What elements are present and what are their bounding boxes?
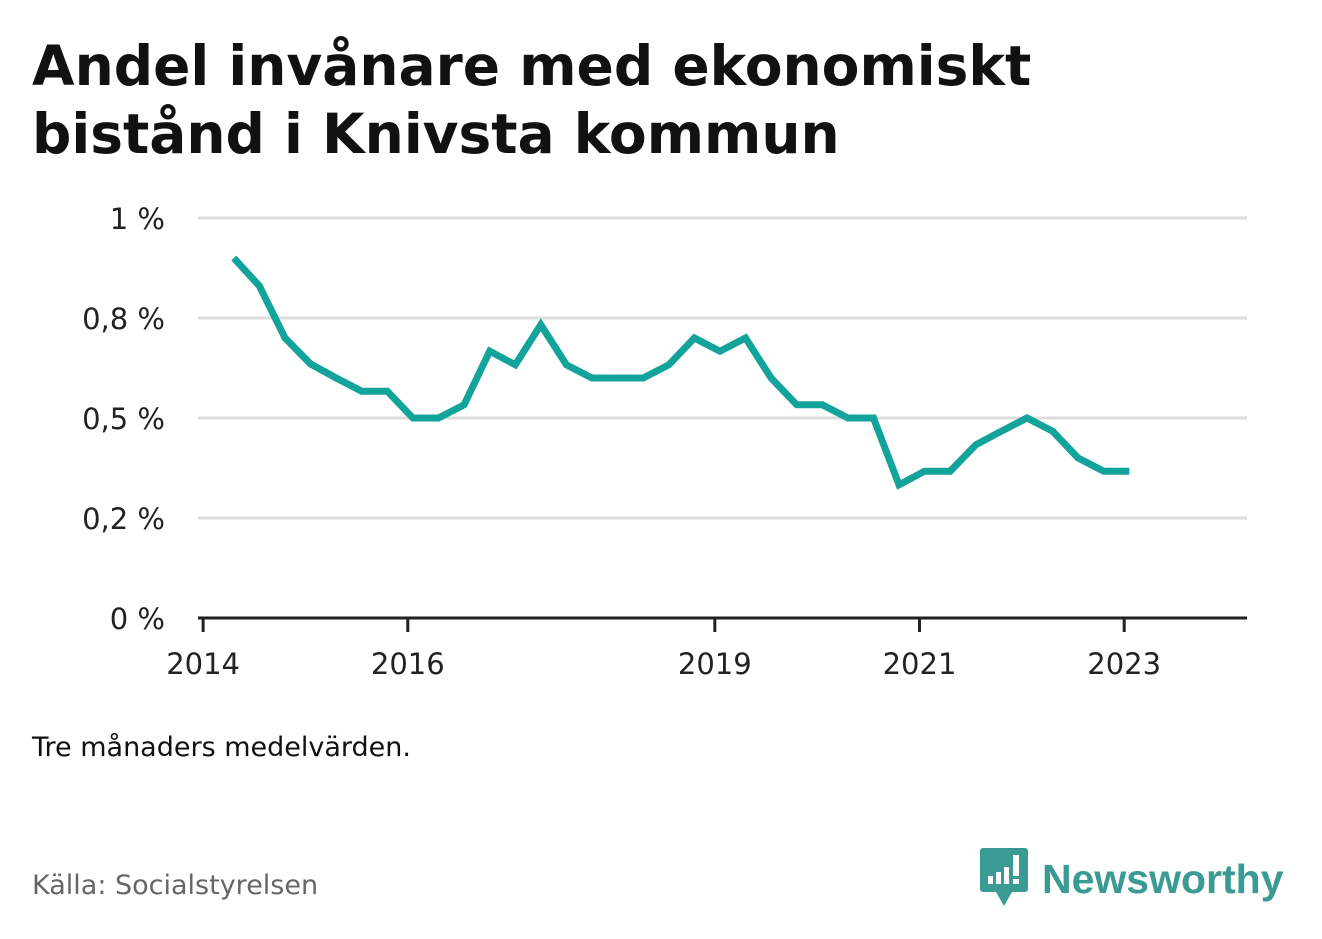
x-tick-label: 2016 bbox=[371, 647, 445, 681]
y-tick-label: 0,5 % bbox=[82, 402, 165, 436]
y-axis-labels: 0 % 0,2 % 0,5 % 0,8 % 1 % bbox=[82, 202, 165, 636]
x-tick-label: 2021 bbox=[883, 647, 957, 681]
y-tick-label: 0,2 % bbox=[82, 502, 165, 536]
source-text: Källa: Socialstyrelsen bbox=[32, 870, 319, 901]
series-layer bbox=[231, 255, 1130, 490]
series-line bbox=[231, 255, 1130, 490]
y-tick-label: 0,8 % bbox=[82, 302, 165, 336]
x-axis: 2014 2016 2019 2021 2023 bbox=[166, 616, 1247, 681]
newsworthy-logo-icon bbox=[980, 848, 1028, 906]
chart-note: Tre månaders medelvärden. bbox=[32, 732, 411, 763]
brand-logo: Newsworthy bbox=[980, 848, 1284, 910]
chart-title: Andel invånare med ekonomiskt bistånd i … bbox=[32, 34, 1032, 166]
y-tick-label: 1 % bbox=[110, 202, 165, 236]
brand-name: Newsworthy bbox=[1042, 855, 1284, 902]
gridlines bbox=[198, 216, 1247, 520]
x-tick-label: 2014 bbox=[166, 647, 240, 681]
y-tick-label: 0 % bbox=[110, 602, 165, 636]
x-tick-label: 2023 bbox=[1087, 647, 1161, 681]
x-tick-label: 2019 bbox=[678, 647, 752, 681]
